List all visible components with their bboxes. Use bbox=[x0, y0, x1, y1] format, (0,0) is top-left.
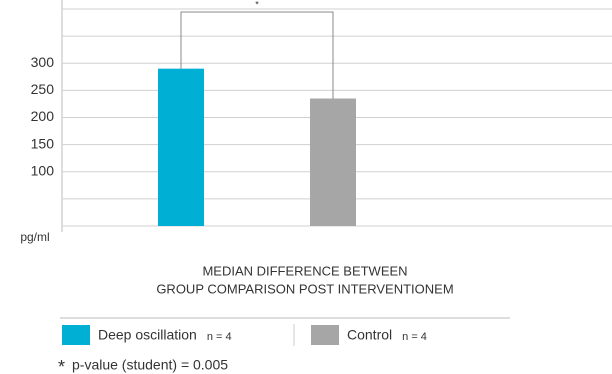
chart-title: MEDIAN DIFFERENCE BETWEEN bbox=[202, 263, 407, 278]
y-tick-label: 100 bbox=[31, 162, 55, 178]
legend-swatch bbox=[62, 325, 90, 345]
footnote-marker: * bbox=[58, 357, 65, 374]
y-tick-label: 150 bbox=[31, 135, 55, 151]
chart-title: GROUP COMPARISON POST INTERVENTIONEM bbox=[156, 281, 453, 296]
legend-swatch bbox=[311, 325, 339, 345]
bar bbox=[158, 68, 204, 226]
footnote: p-value (student) = 0.005 bbox=[72, 357, 228, 373]
y-tick-label: 250 bbox=[31, 81, 55, 97]
significance-bracket bbox=[180, 11, 334, 99]
legend-n: n = 4 bbox=[207, 331, 232, 343]
legend-label: Control bbox=[347, 327, 392, 343]
bar bbox=[310, 98, 356, 226]
legend-n: n = 4 bbox=[402, 331, 427, 343]
y-tick-label: 200 bbox=[31, 108, 55, 124]
y-unit: pg/ml bbox=[20, 230, 49, 244]
legend-label: Deep oscillation bbox=[98, 327, 197, 343]
y-tick-label: 300 bbox=[31, 54, 55, 70]
significance-marker: * bbox=[255, 0, 259, 9]
